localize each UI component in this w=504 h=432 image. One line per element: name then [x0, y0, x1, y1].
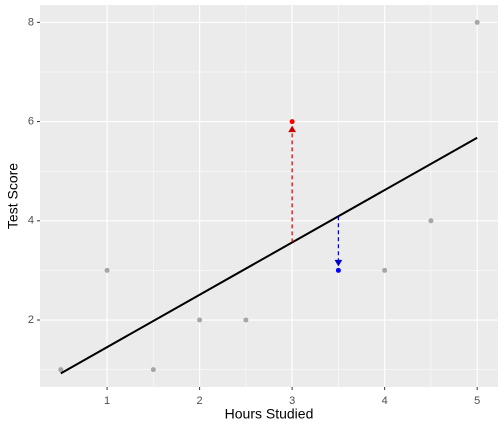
arrow-head [288, 125, 297, 133]
data-point [474, 19, 480, 25]
data-point [197, 317, 203, 323]
y-tick-label: 6 [28, 115, 34, 127]
y-tick-label: 8 [28, 16, 34, 28]
data-point [150, 367, 156, 373]
data-point [58, 367, 64, 373]
data-point [104, 267, 110, 273]
residual-arrow [334, 216, 343, 267]
plot-panel [40, 5, 498, 387]
y-tick-label: 4 [28, 215, 34, 227]
x-axis-title: Hours Studied [225, 406, 314, 422]
y-tick-label: 2 [28, 314, 34, 326]
data-point [428, 218, 434, 224]
x-tick-label: 1 [104, 395, 110, 407]
x-tick-label: 2 [197, 395, 203, 407]
arrow-head [334, 259, 343, 267]
residual-arrow [288, 125, 297, 243]
data-point [289, 119, 295, 125]
x-tick-label: 5 [474, 395, 480, 407]
data-point [243, 317, 249, 323]
data-point [335, 267, 341, 273]
data-point [382, 267, 388, 273]
x-tick-label: 4 [382, 395, 388, 407]
x-tick-label: 3 [289, 395, 295, 407]
y-axis-title: Test Score [5, 163, 21, 229]
fit-line [60, 136, 478, 375]
